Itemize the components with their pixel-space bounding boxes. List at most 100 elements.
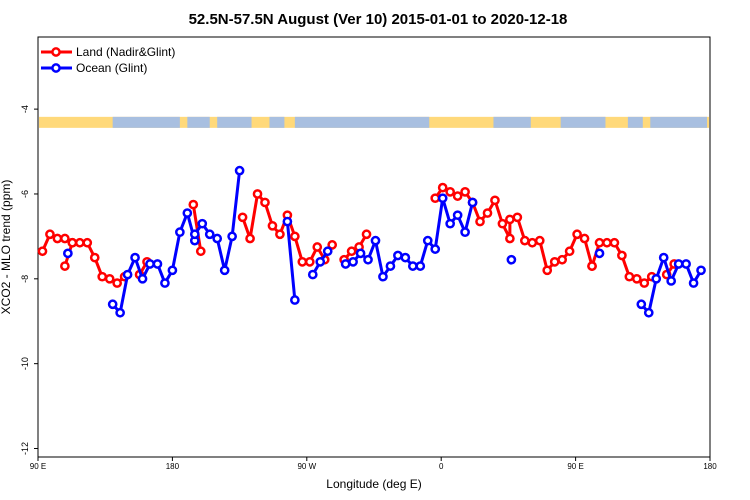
- data-point: [188, 199, 199, 210]
- map-strip-ocean: [217, 116, 252, 128]
- map-strip-ocean: [294, 116, 430, 128]
- data-point: [361, 229, 372, 240]
- data-point: [37, 246, 48, 257]
- data-point: [322, 246, 333, 257]
- map-strip-ocean: [493, 116, 531, 128]
- legend-marker: [51, 63, 61, 73]
- data-point: [60, 261, 70, 271]
- data-point: [643, 307, 654, 318]
- data-point: [437, 193, 448, 204]
- data-point: [594, 237, 605, 248]
- data-point: [307, 269, 318, 280]
- data-point: [452, 191, 463, 201]
- data-point: [167, 265, 178, 276]
- data-point: [527, 237, 538, 248]
- data-point: [445, 186, 456, 197]
- data-point: [639, 278, 650, 288]
- map-strip-ocean: [269, 116, 285, 128]
- data-point: [579, 233, 590, 244]
- data-point: [60, 233, 70, 244]
- data-point: [204, 229, 215, 240]
- y-tick-label: -8: [20, 275, 30, 283]
- data-point: [290, 231, 300, 242]
- legend-label: Ocean (Glint): [76, 61, 147, 75]
- data-point: [631, 273, 642, 284]
- data-point: [327, 240, 338, 250]
- data-point: [182, 208, 193, 218]
- data-point: [651, 273, 662, 284]
- map-strip-ocean: [650, 116, 708, 128]
- data-point: [282, 216, 293, 227]
- data-point: [587, 261, 597, 271]
- data-point: [564, 246, 575, 257]
- data-point: [130, 252, 140, 263]
- data-point: [152, 259, 163, 269]
- x-tick-label: 180: [703, 462, 717, 471]
- data-point: [617, 250, 627, 261]
- series-1: [63, 165, 706, 318]
- data-point: [290, 295, 300, 305]
- data-point: [346, 246, 357, 257]
- series-line: [191, 204, 203, 252]
- data-point: [304, 256, 315, 267]
- data-point: [237, 212, 248, 223]
- data-point: [512, 212, 523, 223]
- x-tick-label: 90 E: [30, 462, 46, 471]
- data-point: [175, 227, 185, 238]
- data-point: [602, 237, 612, 248]
- data-point: [460, 227, 470, 238]
- data-point: [52, 233, 63, 244]
- data-point: [355, 248, 366, 259]
- data-point: [219, 265, 230, 276]
- data-point: [475, 216, 485, 227]
- data-point: [115, 307, 125, 318]
- data-point: [549, 256, 560, 267]
- data-point: [452, 210, 463, 221]
- data-point: [624, 271, 635, 282]
- data-point: [197, 218, 208, 229]
- map-strip-ocean: [112, 116, 180, 128]
- data-point: [45, 229, 55, 240]
- data-point: [534, 235, 545, 246]
- data-point: [122, 269, 133, 280]
- data-point: [467, 197, 478, 208]
- data-point: [505, 233, 515, 244]
- series-layer: [37, 165, 706, 318]
- data-point: [340, 259, 351, 269]
- data-point: [636, 299, 647, 310]
- data-point: [74, 237, 85, 248]
- data-point: [252, 189, 263, 199]
- data-point: [658, 252, 669, 263]
- series-0: [37, 182, 680, 288]
- data-point: [437, 182, 448, 193]
- data-point: [415, 261, 426, 271]
- y-tick-label: -4: [20, 105, 30, 113]
- data-point: [245, 233, 255, 244]
- data-point: [260, 197, 270, 208]
- series-line: [285, 221, 297, 301]
- data-point: [112, 278, 122, 288]
- data-point: [297, 256, 308, 267]
- data-point: [370, 235, 381, 246]
- data-point: [67, 237, 78, 248]
- map-strip-ocean: [560, 116, 606, 128]
- y-tick-label: -6: [20, 190, 30, 198]
- data-point: [407, 261, 418, 271]
- data-point: [673, 259, 684, 269]
- data-point: [594, 248, 605, 259]
- plot-frame: [37, 36, 711, 458]
- data-point: [348, 256, 358, 267]
- data-point: [312, 242, 323, 252]
- data-point: [195, 246, 206, 257]
- data-point: [393, 250, 403, 261]
- map-strip-ocean: [187, 116, 210, 128]
- map-strip-ocean: [627, 116, 643, 128]
- data-point: [385, 261, 396, 271]
- data-point: [506, 254, 517, 265]
- data-point: [137, 273, 148, 284]
- data-point: [212, 233, 223, 244]
- data-point: [696, 265, 706, 276]
- data-point: [460, 186, 470, 197]
- data-point: [82, 237, 93, 248]
